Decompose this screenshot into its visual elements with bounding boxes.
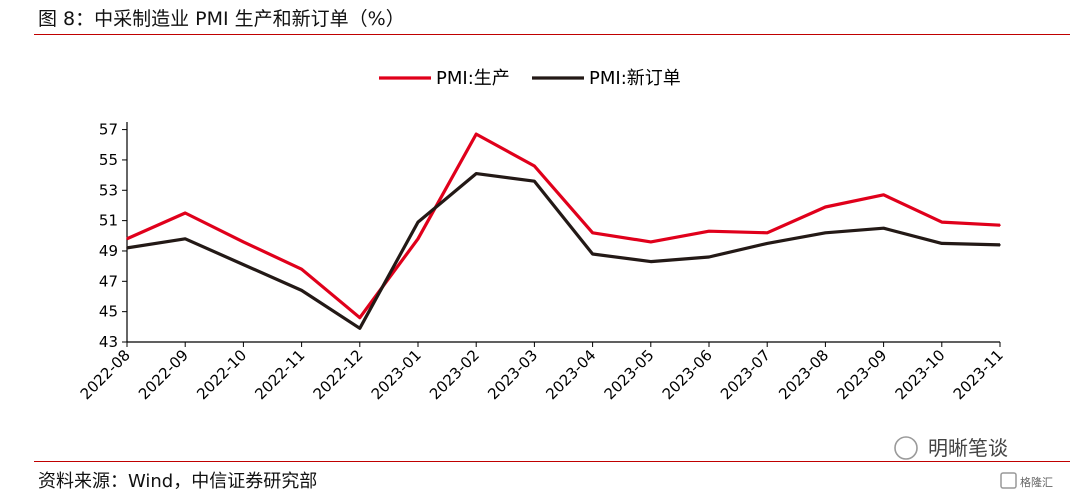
- data-point-s0-0: [126, 238, 128, 240]
- y-tick-label: 51: [99, 212, 118, 230]
- x-tick-label: 2023-02: [426, 346, 483, 403]
- series-line-1: [126, 172, 1001, 330]
- y-tick-label: 47: [99, 272, 118, 290]
- x-tick-label: 2023-04: [542, 346, 599, 403]
- data-point-s1-7: [533, 180, 536, 182]
- x-tick-label: 2023-09: [833, 346, 890, 403]
- data-point-s1-3: [300, 289, 303, 292]
- data-point-s1-8: [591, 253, 594, 255]
- bottom-rule: [34, 461, 1070, 462]
- y-tick-label: 57: [99, 121, 118, 139]
- data-point-s1-12: [824, 231, 827, 234]
- data-point-s0-14: [941, 221, 943, 223]
- x-tick-label: 2022-11: [251, 346, 308, 403]
- data-point-s0-8: [591, 231, 594, 234]
- badge-icon: [1000, 472, 1017, 489]
- series-lines: [126, 132, 1001, 330]
- data-point-s1-11: [766, 242, 768, 245]
- data-point-s1-14: [941, 242, 943, 245]
- data-point-s0-4: [359, 316, 361, 319]
- data-point-s0-7: [533, 165, 536, 167]
- legend: PMI:生产 PMI:新订单: [379, 68, 681, 89]
- badge-text: 格隆汇: [1020, 475, 1053, 489]
- y-tick-label: 45: [99, 303, 118, 321]
- x-tick-label: 2023-01: [368, 346, 425, 403]
- series-line-0: [126, 132, 1001, 320]
- data-point-s1-1: [184, 238, 186, 240]
- data-point-s0-12: [824, 206, 827, 208]
- data-point-s0-13: [882, 194, 885, 196]
- data-point-s0-1: [184, 212, 186, 214]
- x-tick-label: 2022-10: [193, 346, 250, 403]
- x-tick-label: 2023-08: [775, 346, 832, 403]
- x-tick-label: 2023-06: [659, 346, 716, 403]
- data-point-s0-15: [999, 224, 1001, 226]
- x-tick-label: 2023-05: [601, 346, 658, 403]
- wechat-icon: [894, 436, 918, 460]
- source-note: 资料来源：Wind，中信证券研究部: [38, 471, 318, 492]
- y-tick-label: 49: [99, 242, 118, 260]
- data-point-s0-9: [650, 241, 652, 243]
- x-tick-label: 2022-08: [77, 346, 134, 403]
- data-point-s1-2: [242, 263, 245, 266]
- data-point-s0-5: [417, 238, 419, 240]
- data-point-s1-6: [475, 172, 478, 175]
- legend-label-0: PMI:生产: [436, 68, 510, 89]
- badge-watermark: 格隆汇: [1000, 472, 1053, 489]
- data-point-s1-4: [359, 327, 361, 330]
- data-point-s1-13: [882, 227, 885, 230]
- data-point-s0-10: [708, 230, 710, 233]
- data-point-s1-9: [650, 260, 652, 263]
- data-point-s0-2: [242, 241, 245, 243]
- data-point-s1-15: [999, 244, 1001, 246]
- data-point-s1-10: [708, 256, 710, 258]
- data-point-s0-3: [300, 268, 303, 270]
- x-tick-label: 2022-09: [135, 346, 192, 403]
- figure-title: 图 8：中采制造业 PMI 生产和新订单（%）: [38, 8, 405, 30]
- y-tick-label: 55: [99, 151, 118, 169]
- top-rule: [34, 34, 1070, 35]
- data-point-s0-6: [475, 133, 478, 135]
- x-tick-label: 2022-12: [310, 346, 367, 403]
- x-tick-label: 2023-07: [717, 346, 774, 403]
- legend-label-1: PMI:新订单: [589, 68, 681, 89]
- x-tick-label: 2023-03: [484, 346, 541, 403]
- x-tick-label: 2023-10: [892, 346, 949, 403]
- watermark-name: 明晰笔谈: [928, 436, 1008, 460]
- watermark: 明晰笔谈: [894, 436, 1008, 460]
- x-tick-label: 2023-11: [950, 346, 1007, 403]
- data-point-s0-11: [766, 231, 768, 234]
- data-point-s1-0: [126, 247, 128, 249]
- data-point-s1-5: [417, 221, 419, 223]
- y-tick-label: 43: [99, 333, 118, 351]
- y-tick-label: 53: [99, 181, 118, 199]
